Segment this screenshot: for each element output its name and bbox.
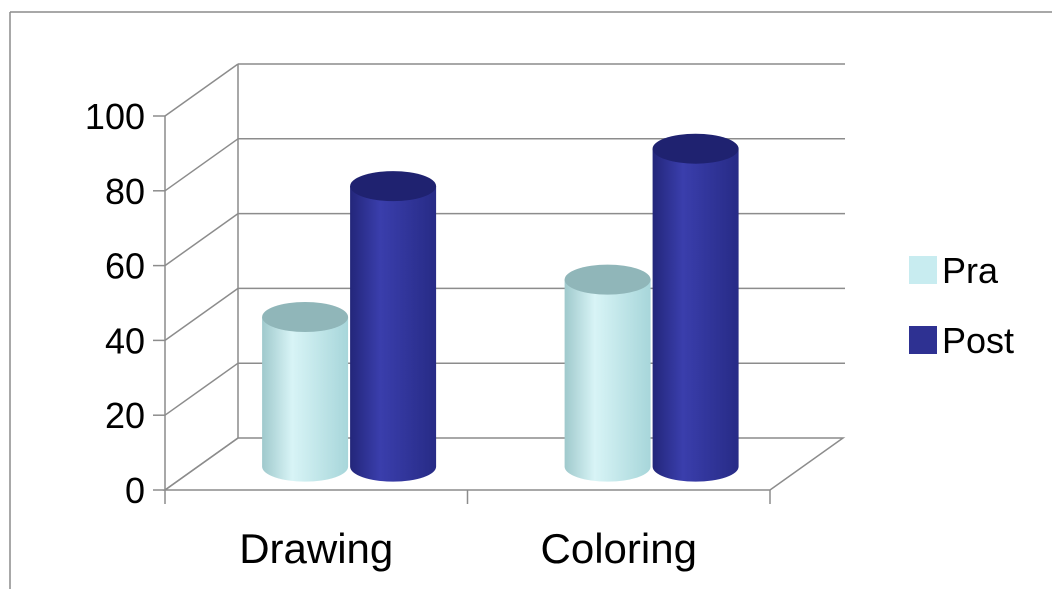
y-tick-labels: 0 20 40 60 80 100 bbox=[85, 96, 145, 511]
legend-item-post: Post bbox=[909, 320, 1014, 361]
bar-post-drawing bbox=[350, 171, 437, 482]
y-tick-label: 80 bbox=[105, 171, 145, 212]
legend-swatch bbox=[909, 256, 937, 284]
cylinder-top bbox=[652, 133, 739, 164]
y-tick-label: 0 bbox=[125, 470, 145, 511]
bar-pra-drawing bbox=[262, 302, 349, 482]
y-tick-label: 100 bbox=[85, 96, 145, 137]
cylinder-top bbox=[262, 302, 349, 332]
x-category-label: Drawing bbox=[239, 525, 393, 572]
legend-label: Post bbox=[942, 320, 1014, 361]
bar-pra-coloring bbox=[564, 264, 651, 482]
cylinder-top bbox=[350, 171, 437, 202]
floor-plane bbox=[162, 437, 846, 491]
cylinder-body bbox=[350, 186, 437, 482]
cylinder-body bbox=[262, 317, 349, 482]
x-category-label: Coloring bbox=[541, 525, 697, 572]
y-tick-label: 60 bbox=[105, 246, 145, 287]
bar-post-coloring bbox=[652, 133, 739, 482]
y-tick-label: 20 bbox=[105, 395, 145, 436]
cylinder-body bbox=[564, 279, 651, 482]
axes bbox=[153, 64, 846, 504]
x-category-labels: Drawing Coloring bbox=[239, 525, 697, 572]
wall-diagonal bbox=[164, 362, 239, 416]
legend: Pra Post bbox=[909, 250, 1014, 361]
wall-diagonal bbox=[164, 63, 239, 117]
legend-item-pra: Pra bbox=[909, 250, 999, 291]
wall-diagonal bbox=[164, 212, 239, 267]
cylinder-body bbox=[652, 148, 739, 482]
legend-swatch bbox=[909, 326, 937, 354]
bars bbox=[262, 133, 739, 482]
wall-diagonal bbox=[164, 138, 239, 192]
legend-label: Pra bbox=[942, 250, 999, 291]
y-tick-label: 40 bbox=[105, 320, 145, 361]
cylinder-top bbox=[564, 264, 651, 295]
wall-diagonal bbox=[164, 287, 239, 342]
